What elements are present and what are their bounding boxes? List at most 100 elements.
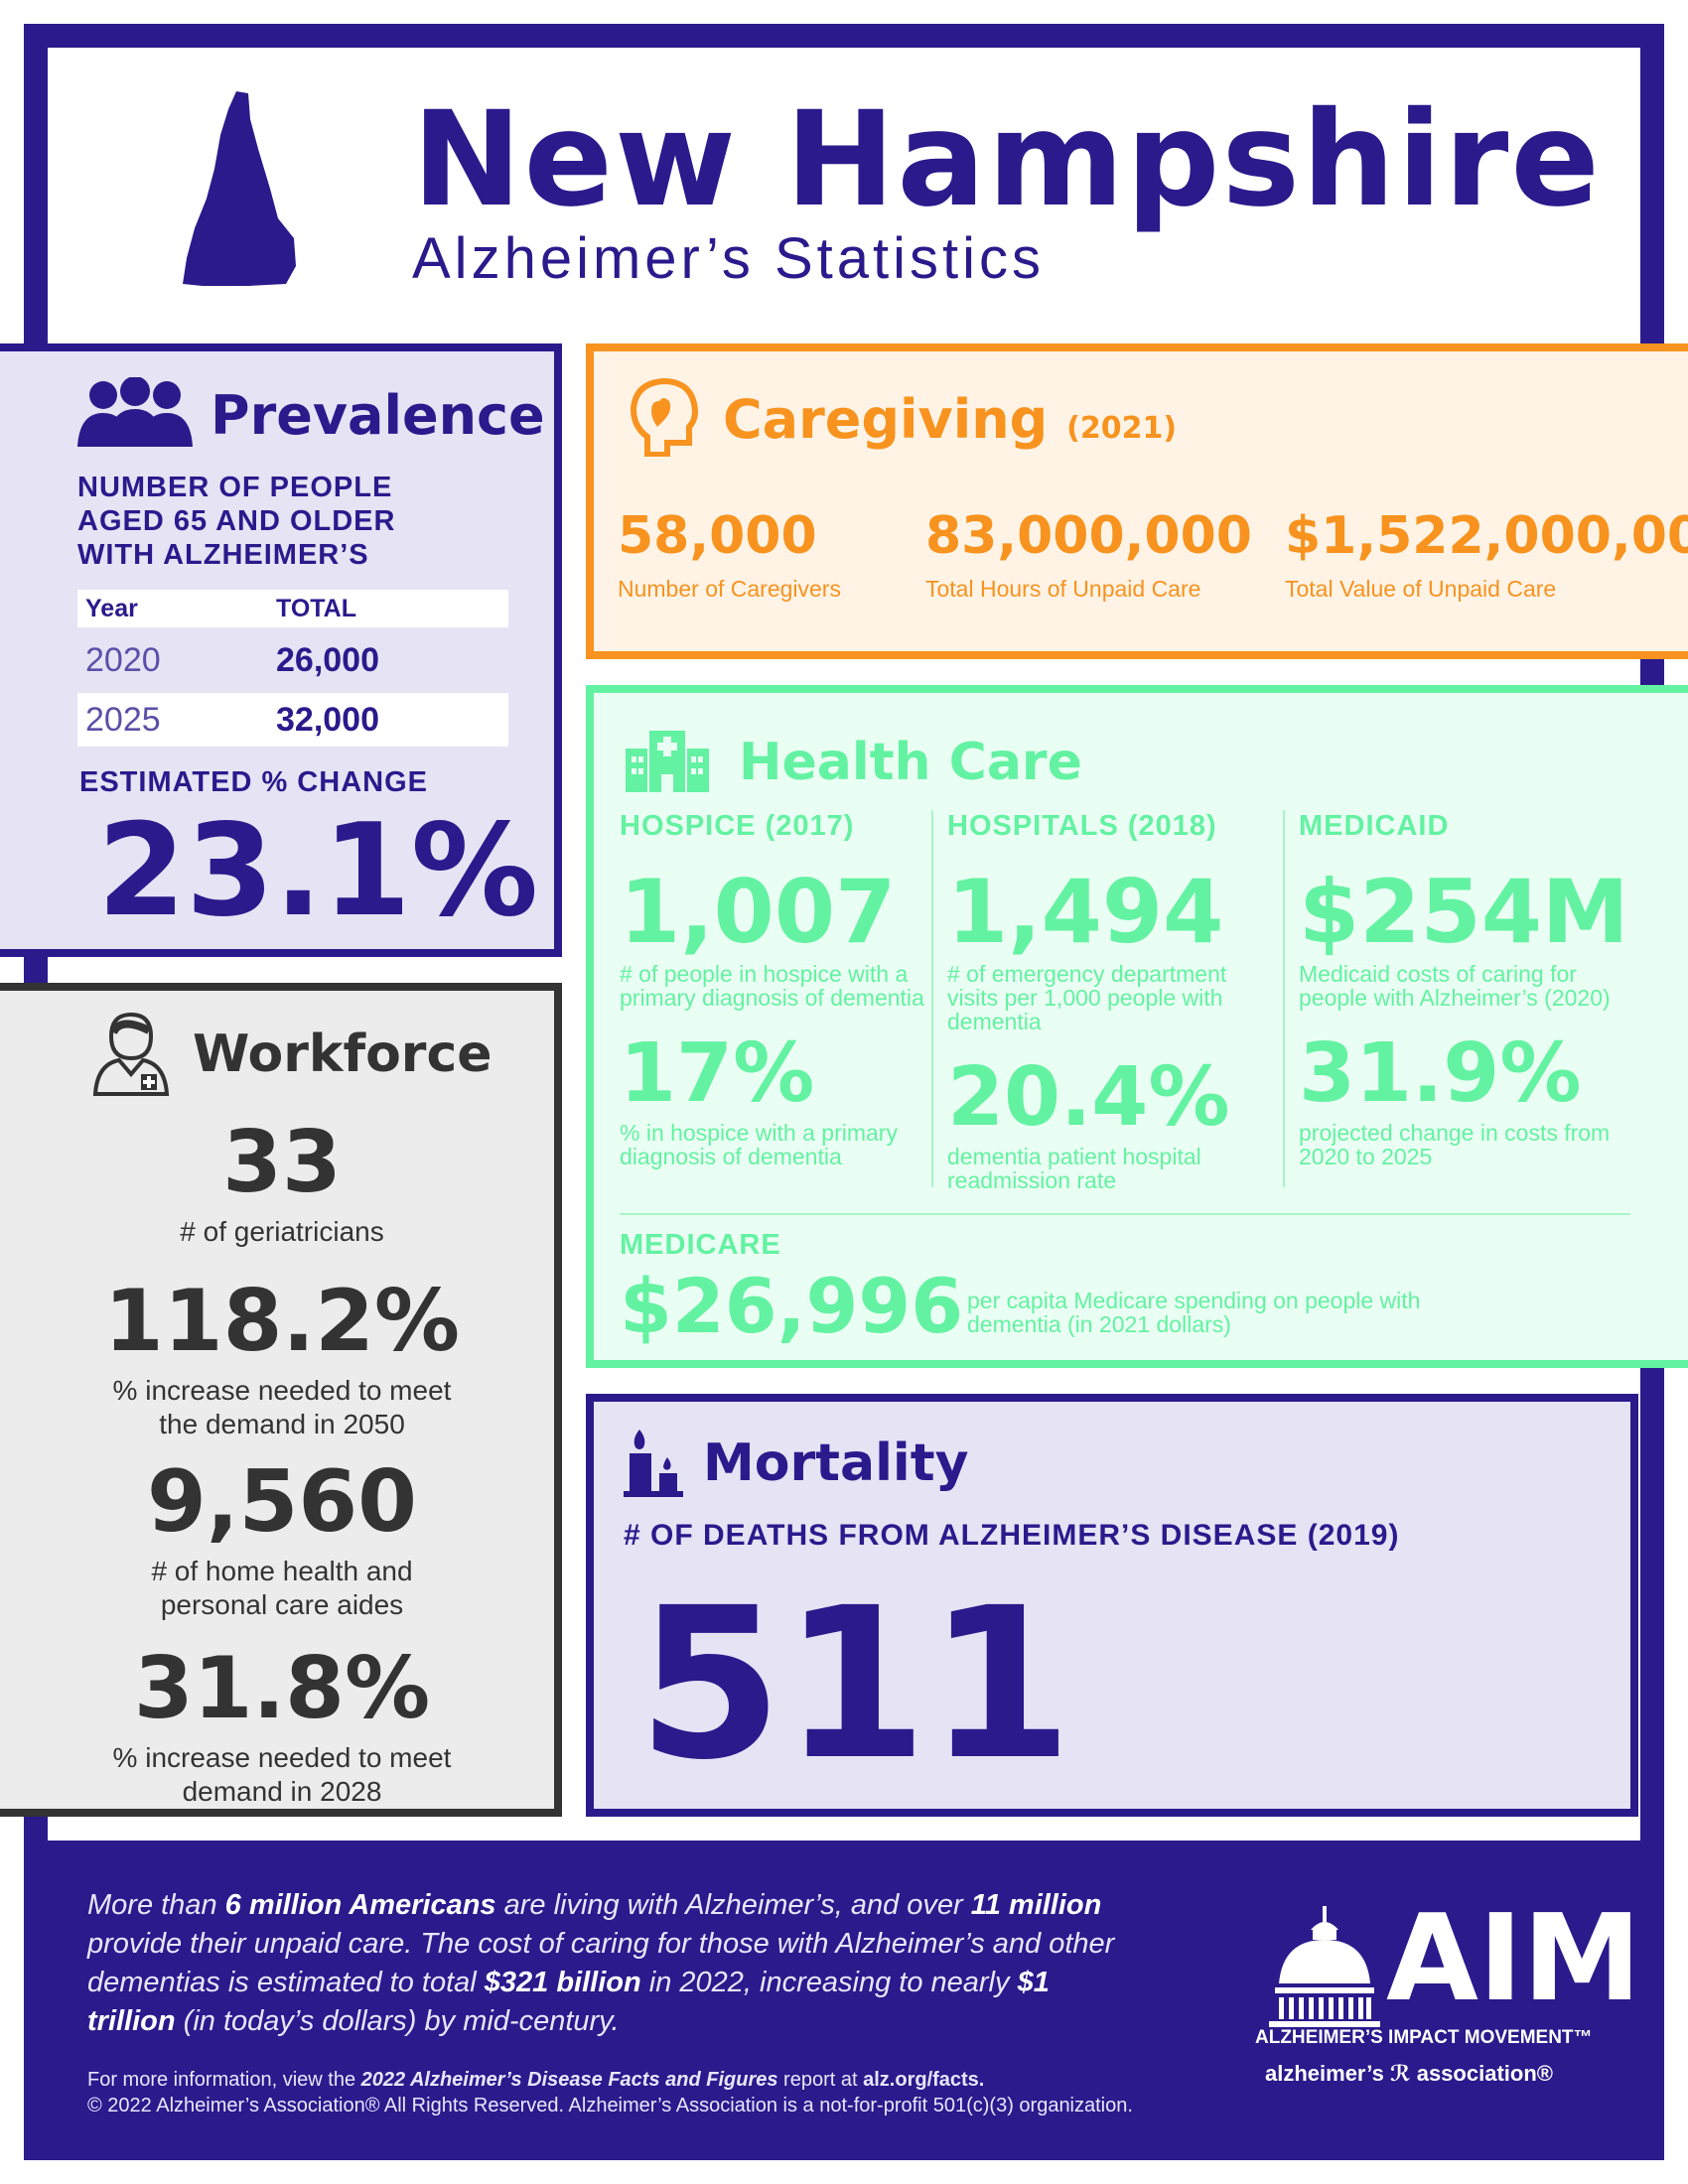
column-head: HOSPICE (2017)	[620, 810, 855, 842]
prevalence-table: Year TOTAL 2020 26,000 2025 32,000	[77, 590, 508, 752]
caregiver-head-icon	[630, 377, 699, 457]
stat-value: 1,494	[947, 861, 1224, 963]
stat-value: 58,000	[618, 506, 817, 566]
page-subtitle: Alzheimer’s Statistics	[412, 226, 1046, 291]
caregiving-title: Caregiving (2021)	[723, 393, 1177, 447]
stat-value: 31.8%	[133, 1639, 431, 1738]
aim-logo-text: AIM	[1386, 1890, 1641, 2028]
caregivers-stat: 58,000 Number of Caregivers	[618, 510, 841, 603]
stat-value: 83,000,000	[925, 506, 1252, 566]
table-header-row: Year TOTAL	[77, 590, 508, 627]
workforce-title: Workforce	[193, 1024, 492, 1084]
capitol-icon	[1269, 1906, 1380, 2027]
stat-value: 31.9%	[1299, 1026, 1582, 1121]
footer-text: More than	[87, 1889, 225, 1921]
unpaid-hours-stat: 83,000,000 Total Hours of Unpaid Care	[925, 510, 1252, 603]
page-title: New Hampshire	[412, 83, 1602, 236]
mortality-value: 511	[637, 1563, 1073, 1806]
report-title: 2022 Alzheimer’s Disease Facts and Figur…	[360, 2069, 778, 2091]
footer-highlight: 6 million Americans	[224, 1889, 496, 1921]
stat-label: Total Value of Unpaid Care	[1285, 576, 1557, 602]
copyright-line: © 2022 Alzheimer’s Association® All Righ…	[87, 2095, 1133, 2116]
hospice-column: HOSPICE (2017) 1,007 # of people in hosp…	[620, 810, 947, 1168]
health-care-panel: Health Care HOSPICE (2017) 1,007 # of pe…	[586, 685, 1688, 1368]
stat-description: Medicaid costs of caring for people with…	[1299, 961, 1611, 1011]
table-row: 2025 32,000	[77, 693, 508, 747]
candle-icon	[624, 1430, 683, 1497]
year-cell: 2020	[85, 640, 161, 679]
prevalence-panel: Prevalence NUMBER OF PEOPLE AGED 65 AND …	[0, 343, 562, 957]
stat-value: 20.4%	[947, 1050, 1230, 1145]
footer-text: (in today’s dollars) by mid-century.	[175, 2005, 620, 2037]
stat-label: Number of Caregivers	[618, 576, 841, 602]
table-row: 2020 26,000	[77, 633, 508, 687]
medicare-head: MEDICARE	[620, 1229, 781, 1261]
horizontal-divider	[620, 1213, 1630, 1215]
footer-text: provide their unpaid care. The cost of c…	[87, 1928, 1115, 1998]
unpaid-value-stat: $1,522,000,000 Total Value of Unpaid Car…	[1285, 510, 1688, 603]
estimated-change-value: 23.1%	[97, 797, 539, 945]
column-head: MEDICAID	[1299, 810, 1450, 842]
geriatricians-stat: 33 # of geriatricians	[34, 1120, 530, 1249]
stat-label: # of geriatricians	[180, 1216, 384, 1247]
stat-description: % in hospice with a primary diagnosis of…	[620, 1120, 898, 1169]
footer-summary: More than 6 million Americans are living…	[87, 1886, 1140, 2041]
caregiving-title-text: Caregiving	[723, 388, 1049, 451]
medicaid-column: MEDICAID $254M Medicaid costs of caring …	[1299, 810, 1629, 1169]
geriatricians-increase-stat: 118.2% % increase needed to meet the dem…	[34, 1279, 530, 1441]
column-header-year: Year	[85, 594, 138, 622]
stat-value: 1,007	[620, 861, 897, 963]
workforce-panel: Workforce 33 # of geriatricians 118.2% %…	[0, 983, 562, 1817]
footer-highlight: $321 billion	[484, 1967, 641, 1998]
estimated-change-label: ESTIMATED % CHANGE	[79, 766, 428, 798]
hospital-icon	[626, 731, 709, 792]
footer: More than 6 million Americans are living…	[24, 1841, 1664, 2160]
footer-text: are living with Alzheimer’s, and over	[495, 1889, 971, 1921]
aides-increase-stat: 31.8% % increase needed to meet demand i…	[34, 1646, 530, 1809]
caregiving-panel: Caregiving (2021) 58,000 Number of Careg…	[586, 343, 1688, 659]
stat-value: 17%	[620, 1026, 815, 1121]
footer-highlight: $1 trillion	[87, 1967, 1050, 2037]
stat-label: % increase needed to meet demand in 2028	[112, 1742, 452, 1807]
more-info-line: For more information, view the 2022 Alzh…	[87, 2067, 1199, 2093]
doctor-icon	[92, 1012, 170, 1096]
stat-value: $254M	[1299, 861, 1629, 963]
new-hampshire-map-icon	[183, 91, 296, 286]
people-icon	[77, 377, 193, 447]
medicare-value: $26,996	[620, 1262, 964, 1350]
stat-label: # of home health and personal care aides	[151, 1556, 413, 1620]
column-divider	[1283, 810, 1285, 1187]
info-text: report at	[777, 2069, 864, 2091]
footer-info: For more information, view the 2022 Alzh…	[87, 2067, 1199, 2118]
total-cell: 26,000	[276, 640, 379, 679]
stat-label: % increase needed to meet the demand in …	[112, 1375, 452, 1439]
footer-highlight: 11 million	[970, 1889, 1102, 1921]
stat-label: Total Hours of Unpaid Care	[925, 576, 1201, 602]
stat-description: # of people in hospice with a primary di…	[620, 961, 924, 1011]
health-care-title: Health Care	[739, 733, 1082, 792]
column-head: HOSPITALS (2018)	[947, 810, 1217, 842]
caregiving-year: (2021)	[1066, 411, 1178, 446]
aides-stat: 9,560 # of home health and personal care…	[34, 1459, 530, 1622]
prevalence-description: NUMBER OF PEOPLE AGED 65 AND OLDER WITH …	[77, 472, 396, 571]
mortality-label: # OF DEATHS FROM ALZHEIMER’S DISEASE (20…	[624, 1519, 1400, 1552]
association-logo: alzheimer’s ℛ association®	[1265, 2061, 1553, 2086]
prevalence-title: Prevalence	[211, 384, 545, 447]
stat-value: 118.2%	[103, 1272, 461, 1371]
year-cell: 2025	[85, 700, 161, 739]
footer-text: in 2022, increasing to nearly	[640, 1967, 1018, 1998]
aim-logo-subtitle: ALZHEIMER’S IMPACT MOVEMENT™	[1255, 2027, 1593, 2048]
medicare-description: per capita Medicare spending on people w…	[967, 1288, 1421, 1337]
column-divider	[931, 810, 933, 1187]
facts-link[interactable]: alz.org/facts.	[863, 2069, 985, 2091]
column-header-total: TOTAL	[276, 594, 357, 622]
info-text: For more information, view the	[87, 2069, 361, 2091]
mortality-title: Mortality	[703, 1433, 969, 1493]
stat-description: dementia patient hospital readmission ra…	[947, 1144, 1201, 1193]
stat-value: $1,522,000,000	[1285, 506, 1688, 566]
stat-description: # of emergency department visits per 1,0…	[947, 961, 1227, 1034]
stat-description: projected change in costs from 2020 to 2…	[1299, 1120, 1611, 1169]
mortality-panel: Mortality # OF DEATHS FROM ALZHEIMER’S D…	[586, 1394, 1638, 1817]
stat-value: 9,560	[146, 1452, 418, 1552]
total-cell: 32,000	[276, 700, 379, 739]
